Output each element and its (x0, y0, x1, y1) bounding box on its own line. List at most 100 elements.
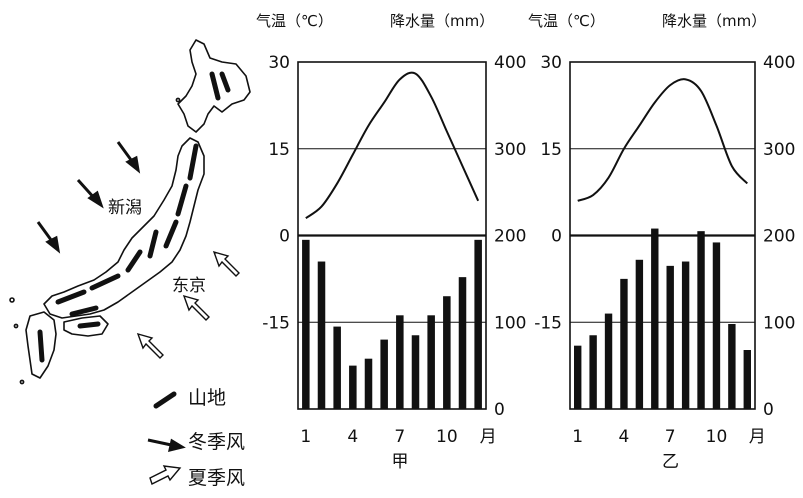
precipitation-bar (697, 231, 705, 409)
precipitation-tick-label: 300 (763, 140, 795, 160)
summer-monsoon-arrow (136, 332, 164, 359)
x-tick-label: 7 (665, 427, 676, 447)
temperature-tick-label: -15 (534, 313, 562, 333)
temperature-tick-label: 15 (540, 140, 562, 160)
temperature-line (577, 78, 749, 202)
winter-monsoon-arrow (36, 221, 61, 254)
mountain-range (77, 321, 101, 329)
mountain-range (219, 71, 231, 93)
temperature-tick-label: -15 (262, 313, 290, 333)
precipitation-bar (712, 242, 721, 409)
x-axis-unit: 月 (749, 427, 766, 447)
precipitation-tick-label: 200 (763, 227, 795, 247)
temperature-tick-label: 30 (540, 53, 562, 73)
precipitation-bar (349, 365, 357, 409)
precipitation-bar (380, 339, 388, 409)
x-tick-label: 4 (619, 427, 630, 447)
precipitation-tick-label: 0 (494, 400, 505, 420)
x-tick-label: 4 (347, 427, 358, 447)
hokkaido-outline (177, 39, 251, 133)
island (13, 323, 19, 329)
winter-monsoon-arrow (116, 141, 141, 174)
mountain-range (163, 219, 179, 249)
precipitation-bar (666, 265, 674, 409)
chart-title: 乙 (662, 452, 679, 472)
mountain-ranges (37, 71, 231, 363)
winter-monsoon-legend-label: 冬季风 (188, 431, 245, 453)
mountain-range (55, 289, 87, 305)
precipitation-tick-label: 200 (494, 227, 526, 247)
x-tick-label: 10 (436, 427, 458, 447)
summer-monsoon-arrow (212, 250, 240, 277)
mountain-range (125, 249, 143, 273)
temperature-line (305, 71, 480, 219)
precipitation-tick-label: 400 (494, 53, 526, 73)
precipitation-axis-title: 降水量（mm） (390, 12, 494, 30)
precipitation-bar (604, 313, 613, 409)
precipitation-bar (651, 228, 659, 409)
precipitation-tick-label: 300 (494, 140, 526, 160)
temperature-axis-title: 气温（℃） (528, 12, 605, 30)
climate-chart-jia: 气温（℃） 降水量（mm） 30 15 0 -15 400 300 200 100 0 1 4 7 10 月甲 (256, 12, 526, 472)
japan-map (9, 39, 251, 385)
precipitation-bar (635, 259, 644, 409)
summer-monsoon-legend-label: 夏季风 (188, 467, 245, 489)
island (19, 379, 25, 385)
precipitation-tick-label: 100 (494, 313, 526, 333)
mountain-range (175, 183, 189, 217)
precipitation-bar (411, 335, 420, 409)
precipitation-bar (728, 323, 736, 409)
precipitation-bar (458, 277, 467, 409)
mountain-range (37, 329, 45, 363)
temperature-tick-label: 15 (268, 140, 290, 160)
precipitation-bar (574, 345, 582, 409)
winter-monsoon-arrow (76, 178, 104, 209)
map-legend: 山地 冬季风 夏季风 (147, 387, 245, 489)
island (175, 97, 181, 103)
mountain-legend-label: 山地 (188, 387, 226, 409)
precipitation-bar (743, 350, 751, 409)
climate-chart-yi: 气温（℃） 降水量（mm） 30 15 0 -15 400 300 200 100 0 1 4 7 10 月乙 (528, 12, 795, 472)
temperature-axis-title: 气温（℃） (256, 12, 333, 30)
precipitation-bar (317, 261, 326, 409)
precipitation-bar (620, 278, 628, 409)
kyushu-outline (25, 311, 57, 379)
mountain-range (209, 71, 221, 101)
winter-monsoon-arrows (36, 141, 141, 254)
x-tick-label: 10 (706, 427, 728, 447)
shikoku-outline (63, 315, 109, 337)
precipitation-bar (443, 296, 451, 409)
precipitation-tick-label: 0 (763, 400, 774, 420)
mountain-range (89, 273, 121, 291)
mountain-range (147, 229, 159, 259)
temperature-tick-label: 0 (551, 227, 562, 247)
x-tick-label: 1 (572, 427, 583, 447)
x-tick-label: 1 (300, 427, 311, 447)
winter-monsoon-legend-icon (147, 438, 186, 453)
precipitation-tick-label: 400 (763, 53, 795, 73)
honshu-outline (43, 137, 205, 319)
summer-monsoon-arrow (182, 294, 210, 321)
x-axis-unit: 月 (480, 427, 497, 447)
summer-monsoon-legend-icon (149, 465, 182, 485)
temperature-tick-label: 0 (279, 227, 290, 247)
precipitation-bar (396, 315, 404, 409)
precipitation-bar (427, 315, 435, 409)
precipitation-tick-label: 100 (763, 313, 795, 333)
precipitation-bar (333, 326, 341, 409)
x-tick-label: 7 (394, 427, 405, 447)
precipitation-bar (302, 239, 310, 409)
island (9, 297, 15, 303)
precipitation-bar (474, 239, 482, 409)
precipitation-bar (364, 358, 373, 409)
mountain-range (69, 305, 99, 317)
mountain-range (187, 143, 199, 181)
city-tokyo-label: 东京 (172, 276, 206, 296)
precipitation-bar (589, 335, 597, 409)
temperature-tick-label: 30 (268, 53, 290, 73)
summer-monsoon-arrows (136, 250, 240, 359)
mountain-legend-icon (153, 391, 177, 409)
chart-title: 甲 (392, 452, 409, 472)
